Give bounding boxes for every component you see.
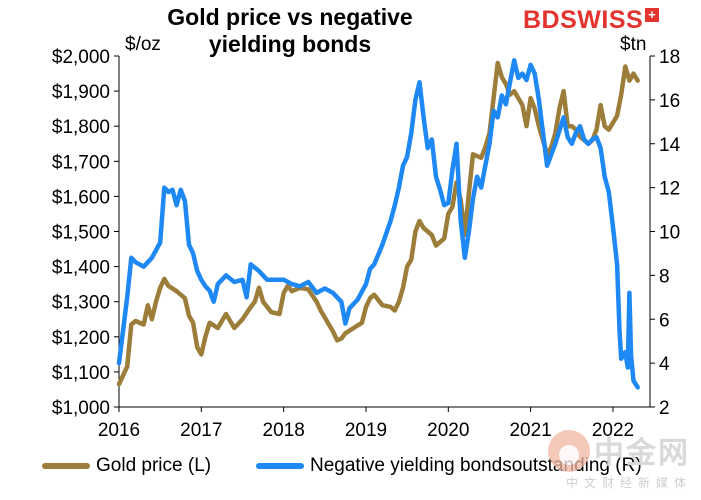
x-axis-tick-label: 2020	[427, 420, 469, 441]
left-axis-tick-label: $2,000	[52, 47, 110, 68]
left-axis-tick-label: $1,400	[52, 258, 110, 279]
right-axis-tick-label: 8	[659, 266, 670, 287]
x-axis-tick-label: 2019	[345, 420, 387, 441]
watermark-logo-icon	[548, 430, 590, 472]
left-axis-tick-label: $1,600	[52, 187, 110, 208]
watermark: 中金网 中文财经新媒体	[548, 426, 698, 496]
right-axis-unit: $tn	[620, 34, 647, 55]
swiss-cross-icon: +	[645, 8, 660, 22]
x-axis-tick-label: 2018	[263, 420, 305, 441]
bdswiss-logo: BDSWISS +	[523, 6, 660, 35]
left-axis-unit: $/oz	[125, 34, 161, 55]
legend-swatch-bonds	[256, 462, 304, 469]
watermark-main-text: 中金网	[594, 437, 690, 470]
gold-price-line	[116, 60, 640, 387]
legend-item-gold: Gold price (L)	[42, 455, 211, 477]
chart-title-line-1: Gold price vs negative	[167, 4, 413, 30]
left-axis-tick-label: $1,500	[52, 223, 110, 244]
right-axis-tick-label: 16	[659, 91, 680, 112]
right-axis-tick-label: 10	[659, 223, 680, 244]
logo-text-swiss: SWISS	[560, 6, 644, 34]
negative-yielding-bonds-line	[116, 58, 640, 390]
right-axis-tick-label: 4	[659, 354, 670, 375]
x-axis-tick-label: 2021	[509, 420, 551, 441]
watermark-sub-text: 中文财经新媒体	[566, 476, 693, 490]
left-axis-tick-label: $1,800	[52, 117, 110, 138]
chart-title-line-2: yielding bonds	[208, 31, 372, 57]
logo-text-bd: BD	[523, 6, 561, 34]
left-axis-tick-label: $1,100	[52, 363, 110, 384]
chart-title: Gold price vs negative yielding bonds	[150, 4, 430, 58]
left-axis-tick-label: $1,200	[52, 328, 110, 349]
x-axis-tick-label: 2016	[98, 420, 140, 441]
right-axis-tick-label: 2	[659, 398, 670, 419]
legend-swatch-gold	[42, 462, 90, 469]
right-axis-tick-label: 18	[659, 47, 680, 68]
right-axis-tick-label: 6	[659, 310, 670, 331]
x-axis-tick-label: 2022	[592, 420, 634, 441]
left-axis-tick-label: $1,900	[52, 82, 110, 103]
right-axis-tick-label: 14	[659, 135, 681, 156]
left-axis-tick-label: $1,300	[52, 293, 110, 314]
left-axis-tick-label: $1,000	[52, 398, 110, 419]
right-axis-tick-label: 12	[659, 179, 680, 200]
x-axis-tick-label: 2017	[180, 420, 222, 441]
left-axis-tick-label: $1,700	[52, 152, 110, 173]
legend-label-gold: Gold price (L)	[96, 455, 212, 476]
